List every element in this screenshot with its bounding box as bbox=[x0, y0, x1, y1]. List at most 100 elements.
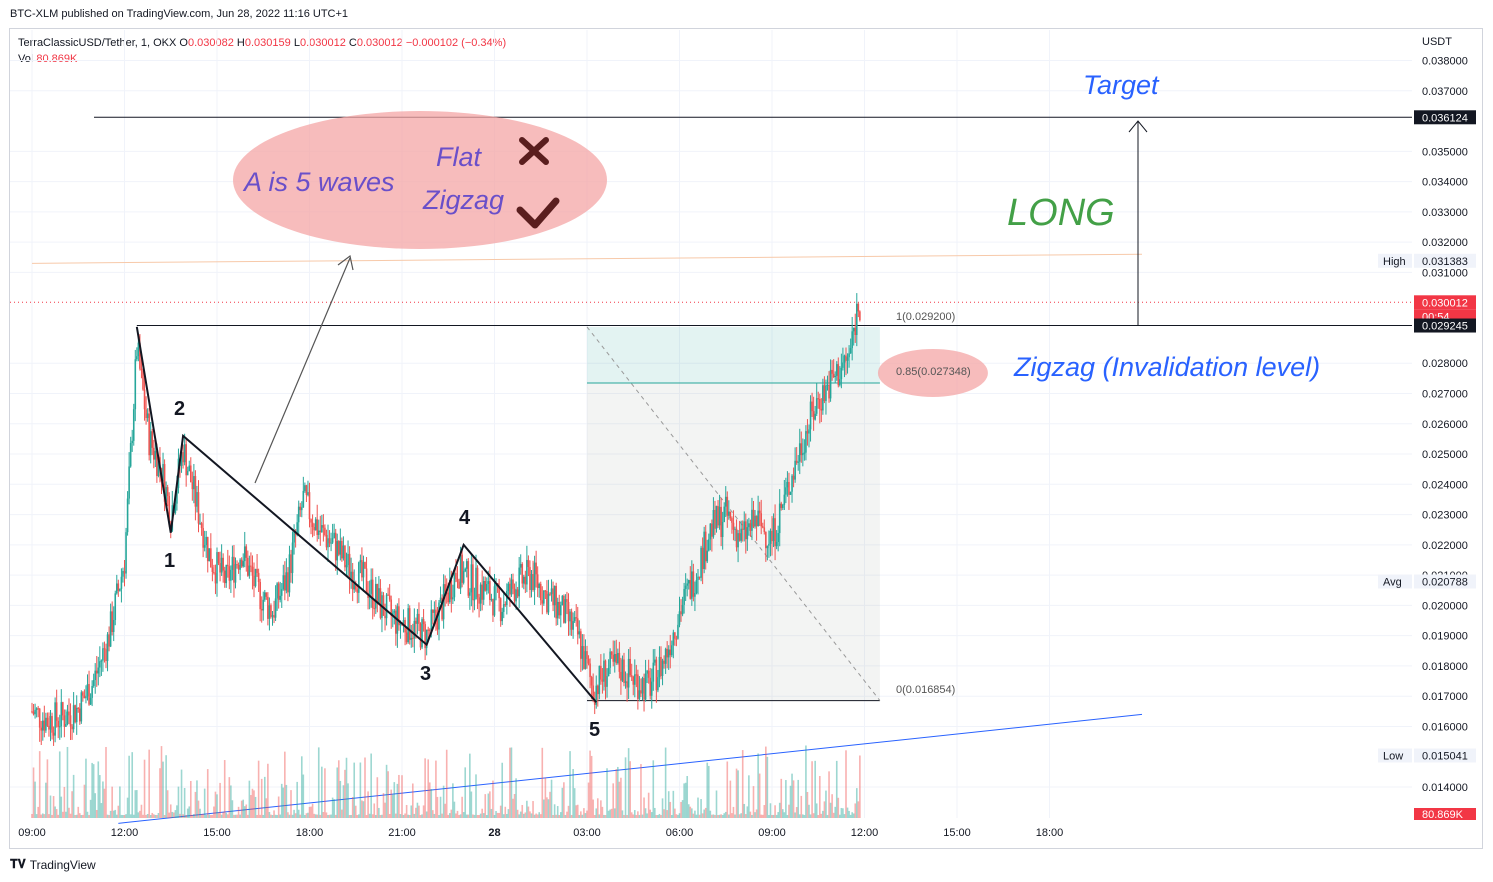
candle-body bbox=[185, 444, 187, 476]
candle-body bbox=[569, 611, 571, 622]
volume-bar bbox=[418, 805, 420, 818]
candle-body bbox=[191, 482, 194, 490]
volume-bar bbox=[632, 814, 635, 818]
candle-body bbox=[566, 599, 568, 603]
candle-body bbox=[792, 475, 795, 480]
volume-bar bbox=[791, 773, 793, 818]
candle-body bbox=[845, 355, 847, 361]
candle-body bbox=[106, 634, 109, 662]
volume-bar bbox=[553, 804, 556, 818]
candle-body bbox=[746, 527, 749, 540]
volume-bar bbox=[533, 814, 536, 818]
chart-frame bbox=[9, 28, 1483, 849]
candle-body bbox=[337, 541, 340, 555]
volume-bar bbox=[743, 803, 746, 818]
volume-bar bbox=[100, 803, 103, 818]
volume-bar bbox=[240, 800, 243, 818]
blue-trendline bbox=[118, 713, 1143, 824]
candle-body bbox=[724, 496, 727, 507]
volume-bar bbox=[300, 756, 303, 818]
candle-body bbox=[596, 685, 599, 695]
symbol-label[interactable]: TerraClassicUSD/Tether, 1, OKX bbox=[18, 37, 177, 49]
volume-bar bbox=[385, 764, 388, 818]
candle-body bbox=[248, 565, 251, 576]
candle-body bbox=[254, 568, 257, 587]
volume-tag-bg bbox=[1414, 808, 1476, 820]
candle-body bbox=[424, 624, 426, 649]
volume-bar bbox=[589, 750, 591, 818]
volume-bar bbox=[654, 807, 656, 818]
volume-bar bbox=[94, 793, 97, 818]
candle-body bbox=[712, 509, 715, 537]
candle-body bbox=[815, 398, 818, 414]
candle-body bbox=[139, 342, 141, 369]
candle-body bbox=[757, 510, 759, 527]
volume-bar bbox=[51, 814, 53, 818]
volume-bar bbox=[350, 814, 352, 818]
volume-bar bbox=[618, 781, 621, 818]
candle-body bbox=[723, 506, 726, 522]
candle-body bbox=[307, 492, 309, 495]
candle-body bbox=[487, 581, 490, 585]
candle-body bbox=[515, 589, 517, 602]
candle-body bbox=[122, 570, 124, 577]
volume-bar bbox=[552, 814, 554, 818]
volume-bar bbox=[573, 788, 576, 818]
candle-body bbox=[555, 585, 557, 619]
volume-bar bbox=[532, 801, 534, 818]
candle-body bbox=[655, 659, 658, 691]
candle-body bbox=[652, 662, 655, 682]
candle-body bbox=[304, 485, 306, 491]
low-price-tag-label-bg bbox=[1378, 748, 1412, 763]
candle-body bbox=[105, 649, 107, 662]
candle-body bbox=[663, 660, 665, 664]
candle-body bbox=[143, 389, 146, 410]
candle-body bbox=[760, 513, 763, 527]
volume-label[interactable]: Vol bbox=[18, 53, 34, 65]
volume-bar bbox=[438, 814, 440, 818]
candle-body bbox=[805, 431, 807, 453]
volume-bar bbox=[751, 814, 753, 818]
candle-body bbox=[795, 460, 798, 463]
volume-bar bbox=[304, 814, 306, 818]
candle-body bbox=[395, 610, 397, 634]
footer-brand[interactable]: TradingView bbox=[29, 857, 96, 872]
wave-arrow bbox=[254, 257, 351, 484]
y-tick-label: 0.017000 bbox=[1422, 691, 1468, 703]
volume-bar bbox=[522, 813, 525, 818]
volume-bar bbox=[433, 813, 436, 818]
volume-bar bbox=[535, 813, 537, 818]
candle-body bbox=[800, 443, 803, 456]
candle-body bbox=[134, 359, 137, 410]
volume-bar bbox=[524, 812, 527, 818]
candle-body bbox=[669, 649, 672, 656]
low-price-tag-label: Low bbox=[1383, 750, 1403, 762]
candle-body bbox=[794, 460, 796, 480]
volume-bar bbox=[763, 805, 766, 818]
y-tick-label: 0.032000 bbox=[1422, 237, 1468, 249]
volume-bar bbox=[669, 801, 672, 818]
candle-body bbox=[131, 440, 134, 444]
volume-bar bbox=[737, 770, 739, 818]
volume-bar bbox=[566, 811, 568, 818]
candle-body bbox=[390, 599, 393, 616]
candle-body bbox=[820, 408, 823, 411]
candle-body bbox=[347, 553, 349, 566]
volume-bar bbox=[395, 813, 397, 818]
volume-bar bbox=[657, 814, 659, 818]
candle-body bbox=[342, 545, 345, 559]
volume-bar bbox=[162, 761, 164, 818]
candle-body bbox=[667, 649, 670, 658]
volume-bar bbox=[789, 785, 792, 818]
volume-bar bbox=[492, 780, 494, 818]
volume-bar bbox=[313, 813, 315, 818]
candle-body bbox=[188, 465, 191, 471]
high-value: 0.030159 bbox=[244, 37, 291, 49]
volume-bar bbox=[859, 755, 861, 818]
tradingview-logo-icon[interactable]: 𝐓𝐕 bbox=[10, 857, 26, 871]
volume-bar bbox=[720, 814, 722, 818]
volume-bar bbox=[515, 778, 517, 818]
volume-bar bbox=[544, 777, 547, 818]
volume-bar bbox=[165, 755, 167, 818]
